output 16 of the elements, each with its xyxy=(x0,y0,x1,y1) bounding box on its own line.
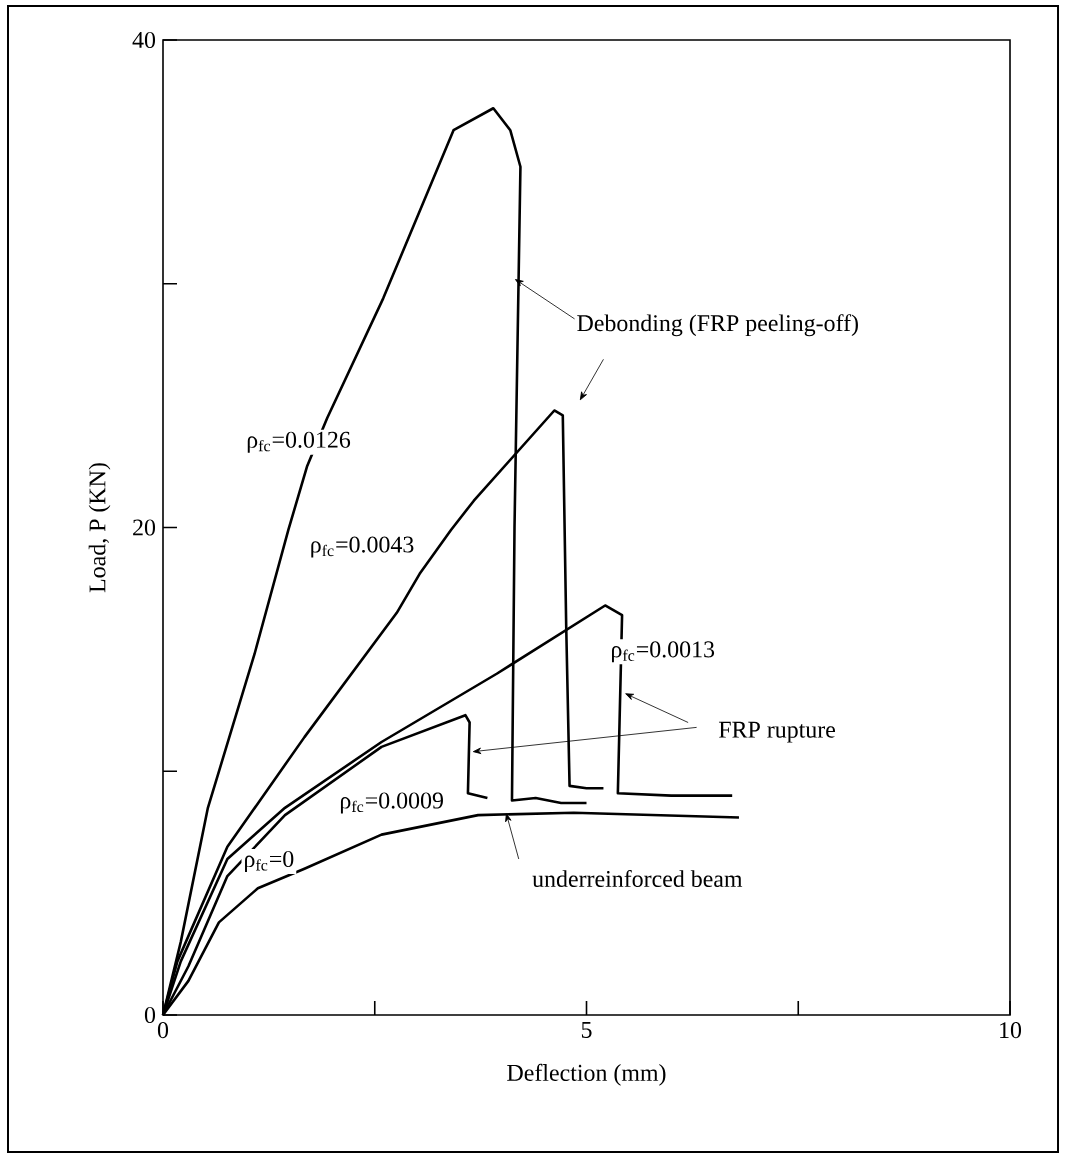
y-tick-label: 20 xyxy=(133,519,156,536)
x-tick-label: 10 xyxy=(1000,1022,1022,1039)
x-tick-label: 5 xyxy=(581,1022,592,1038)
series-label: ρ$_{fc}$=0.0043 xyxy=(311,536,414,558)
annotation: FRP rupture xyxy=(718,721,836,743)
y-tick-label: 0 xyxy=(144,1006,156,1024)
series-label: ρ$_{fc}$=0.0013 xyxy=(611,641,715,663)
annotation: underreinforced beam xyxy=(532,869,743,888)
series-label: ρ$_{fc}$=0 xyxy=(245,850,294,872)
x-axis-title: Deflection (mm) xyxy=(507,1063,666,1086)
annotation: Debonding (FRP peeling-off) xyxy=(577,314,858,337)
series-label: ρ$_{fc}$=0.0126 xyxy=(247,431,351,453)
y-axis-title: Load, P (KN) xyxy=(88,463,111,593)
x-tick-label: 0 xyxy=(157,1022,169,1039)
series-label: ρ$_{fc}$=0.0009 xyxy=(340,792,443,814)
y-tick-label: 40 xyxy=(132,31,156,49)
